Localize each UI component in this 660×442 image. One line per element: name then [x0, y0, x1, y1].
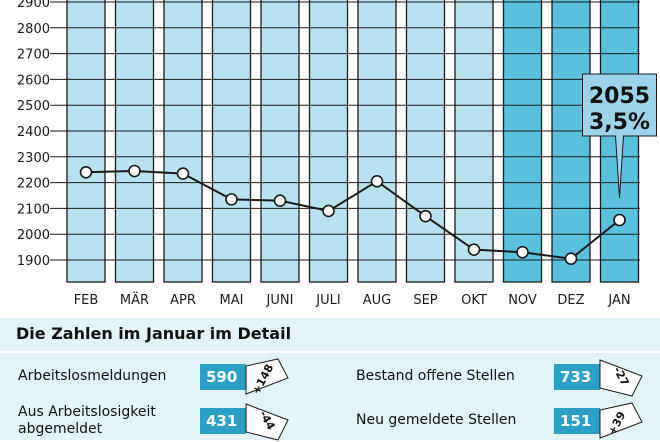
delta-arrow-down-icon: -27	[596, 358, 646, 398]
delta-arrow-up-icon: +39	[596, 402, 646, 442]
x-tick-label: SEP	[413, 293, 437, 308]
divider	[0, 351, 660, 353]
x-tick-label: JAN	[607, 293, 630, 308]
x-tick-label: APR	[170, 293, 196, 308]
y-tick-label: 2700	[17, 48, 50, 63]
data-point-aug	[370, 175, 384, 188]
y-tick-label: 2900	[17, 0, 50, 11]
column-dez	[551, 0, 591, 283]
y-tick-label: 1900	[17, 254, 50, 269]
column-aug	[357, 0, 397, 283]
x-tick-label: JUNI	[266, 293, 294, 308]
data-point-feb	[79, 165, 93, 179]
data-point-mai	[225, 193, 238, 206]
y-tick-label: 2000	[17, 228, 50, 243]
column-juli	[308, 0, 349, 283]
x-tick-label: MÄR	[120, 292, 149, 308]
detail-value-bestand-offene-stellen: 733	[554, 364, 600, 390]
callout-value: 2055	[589, 84, 650, 109]
x-tick-label: MAI	[220, 293, 244, 308]
column-okt	[454, 0, 494, 283]
column-nov	[502, 0, 543, 283]
column-juni	[260, 0, 300, 283]
callout-bubble	[582, 73, 657, 199]
y-tick-label: 2500	[17, 99, 50, 114]
y-tick-label: 2600	[17, 73, 50, 88]
data-point-nov	[516, 245, 529, 259]
delta-arrow-down-icon: -44	[242, 402, 292, 442]
x-tick-label: NOV	[508, 293, 537, 308]
y-tick-label: 2200	[17, 177, 50, 192]
callout-rate: 3,5%	[589, 110, 650, 135]
x-tick-label: AUG	[363, 293, 391, 308]
y-tick-label: 2800	[17, 22, 50, 37]
detail-value-neu-gemeldete-stellen: 151	[554, 408, 600, 434]
detail-panel: Die Zahlen im Januar im Detail Arbeitslo…	[0, 318, 660, 442]
data-point-juni	[273, 194, 287, 207]
detail-label-bestand-offene-stellen: Bestand offene Stellen	[356, 368, 515, 384]
data-point-jan	[613, 213, 626, 227]
data-point-okt	[467, 243, 481, 256]
series-line	[85, 169, 621, 260]
detail-title: Die Zahlen im Januar im Detail	[16, 324, 292, 343]
x-tick-label: OKT	[461, 293, 487, 308]
data-point-dez	[564, 252, 578, 266]
data-point-apr	[176, 167, 190, 180]
detail-value-abgemeldet: 431	[200, 408, 246, 434]
x-tick-label: DEZ	[557, 293, 584, 308]
column-mai	[211, 0, 252, 283]
detail-label-abgemeldet: Aus Arbeitslosigkeit abgemeldet	[18, 404, 156, 437]
x-tick-label: FEB	[74, 293, 99, 308]
data-point-sep	[419, 209, 432, 223]
data-point-mär	[128, 164, 141, 178]
delta-arrow-up-icon: +148	[242, 358, 292, 398]
column-mär	[114, 0, 155, 283]
y-tick-label: 2300	[17, 151, 50, 166]
data-point-juli	[322, 204, 335, 218]
column-feb	[66, 0, 106, 283]
detail-label-arbeitslosmeldungen: Arbeitslosmeldungen	[18, 368, 167, 384]
x-tick-label: JULI	[315, 293, 340, 308]
detail-value-arbeitslosmeldungen: 590	[200, 364, 246, 390]
y-tick-label: 2100	[17, 202, 50, 217]
column-apr	[163, 0, 203, 283]
detail-label-neu-gemeldete-stellen: Neu gemeldete Stellen	[356, 412, 517, 428]
column-sep	[405, 0, 446, 283]
y-tick-label: 2400	[17, 125, 50, 140]
line-chart: 1900 2000 2100 2200 2300 2400 2500 2600 2700 2800…	[17, 0, 657, 308]
